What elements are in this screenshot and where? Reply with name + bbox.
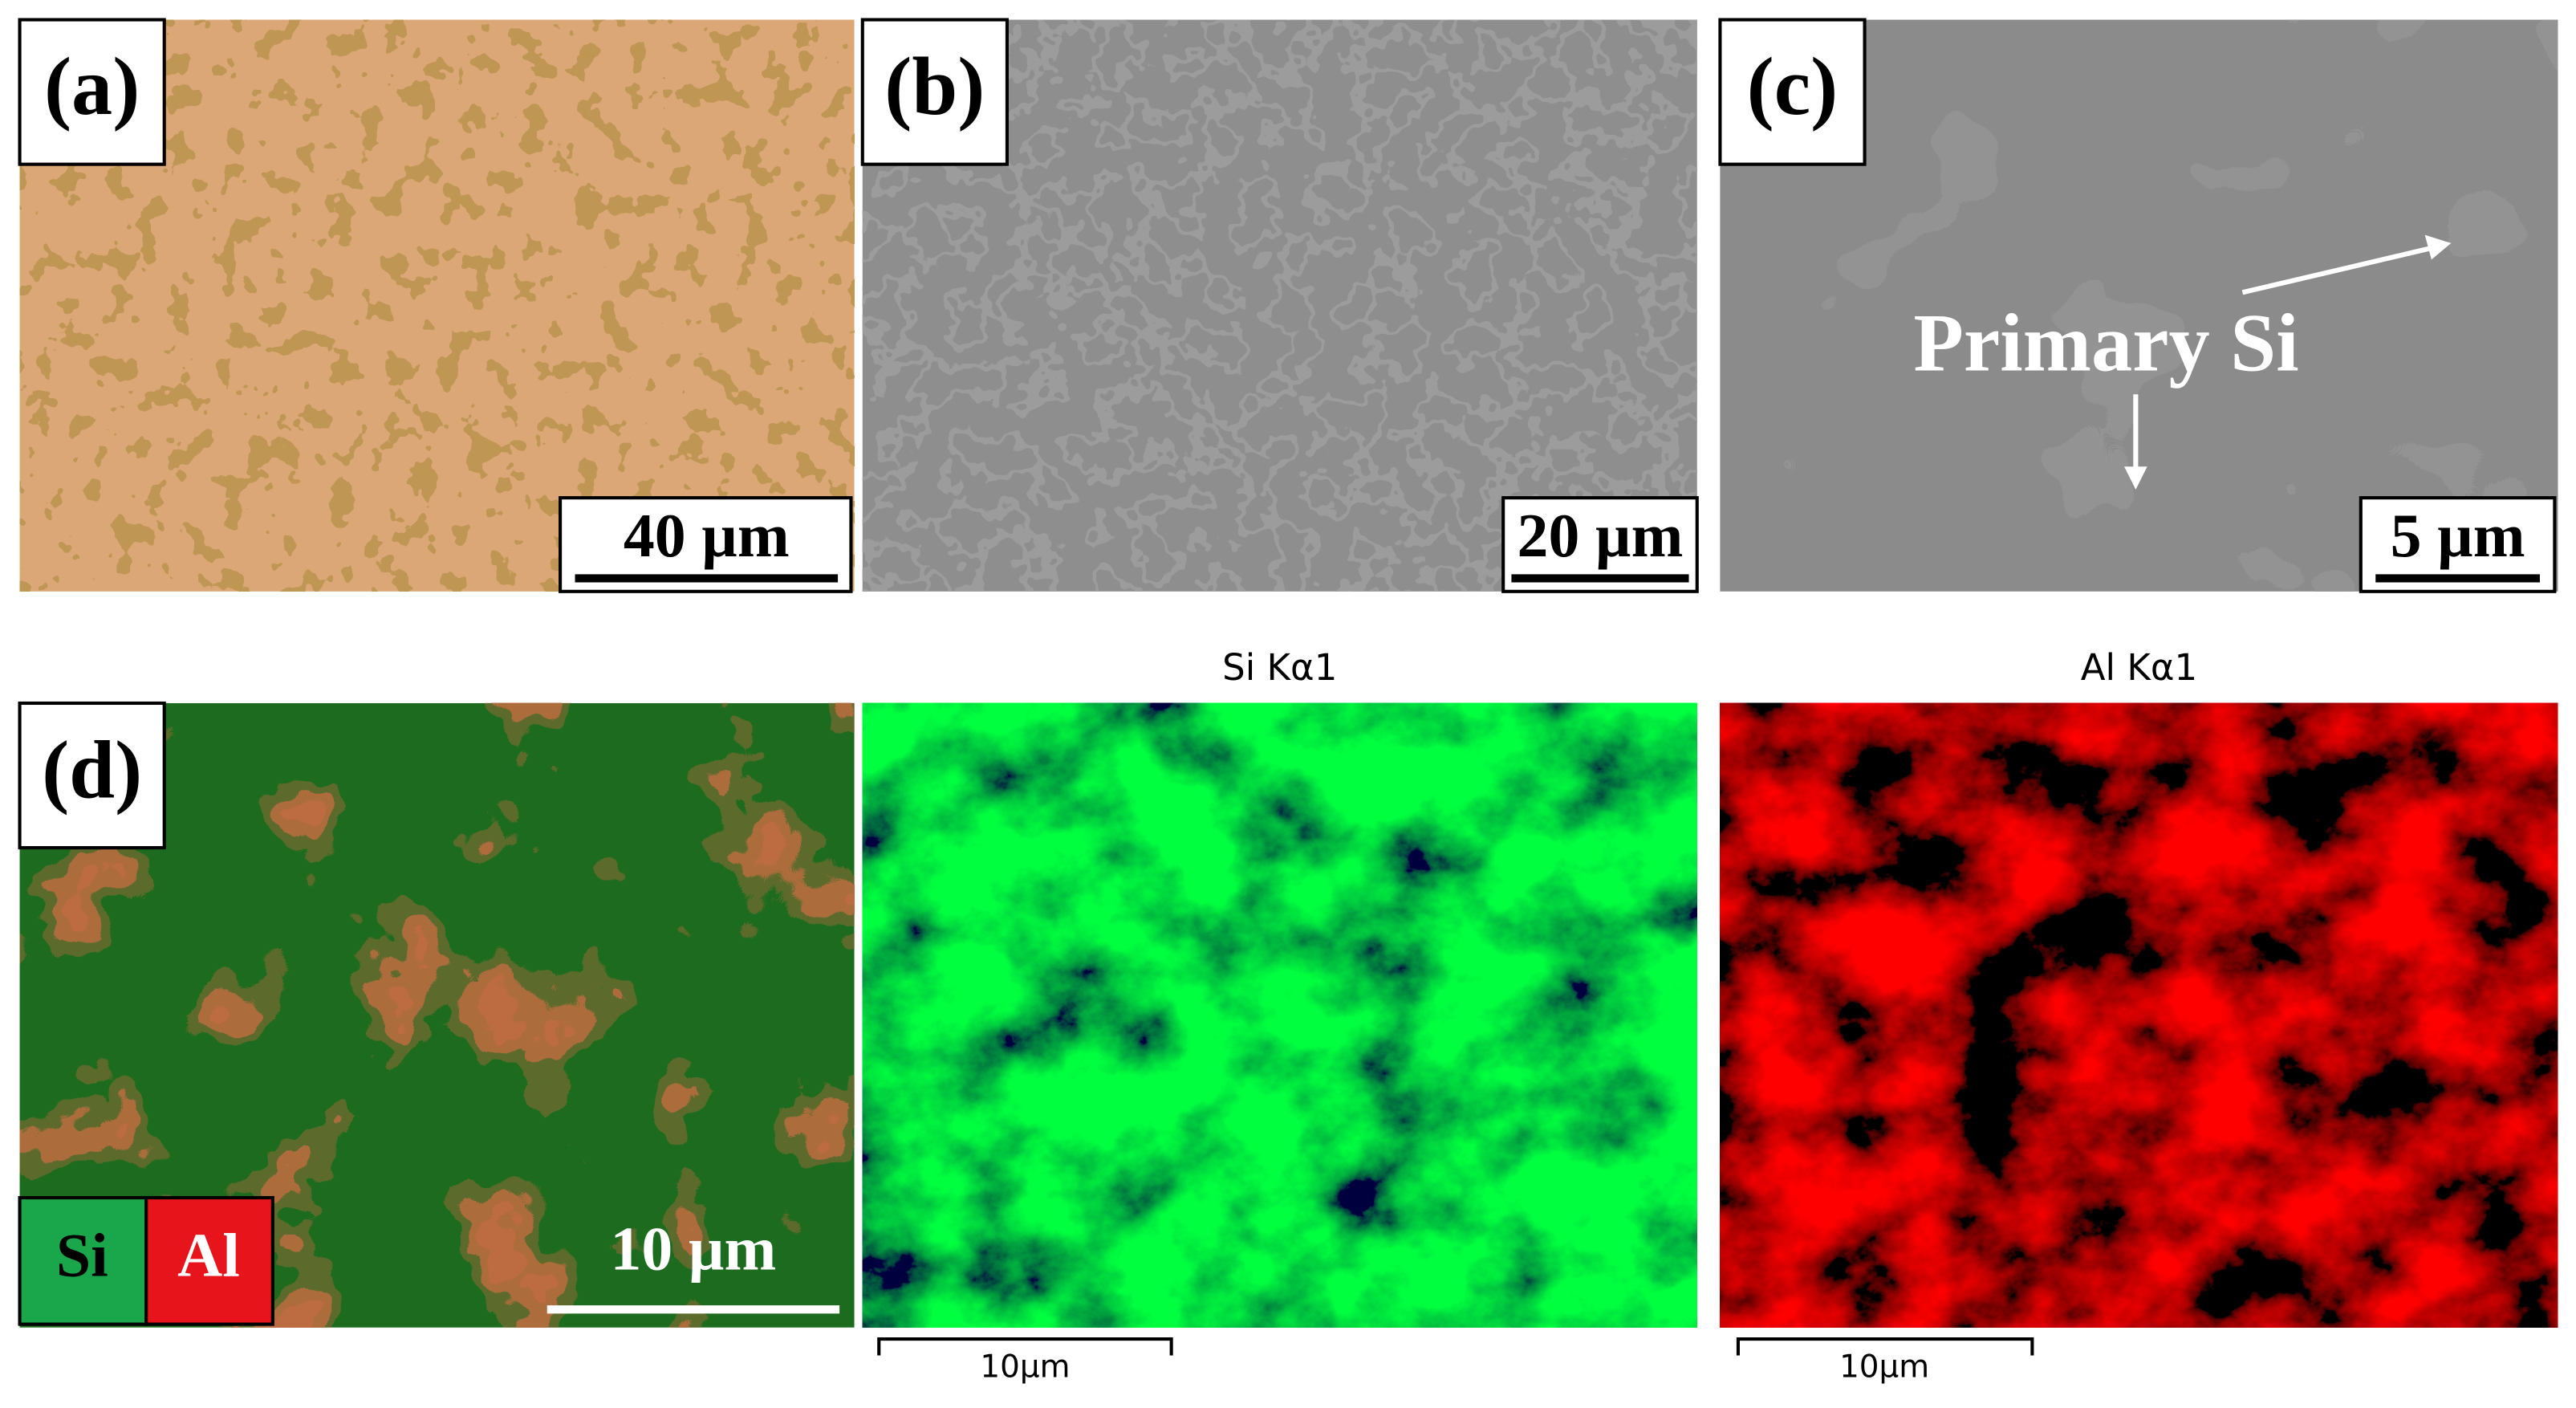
scale-text: 10 µm	[611, 1215, 777, 1284]
scale-text: 10µm	[980, 1349, 1070, 1385]
arrow	[2241, 246, 2432, 295]
annotation: Primary Si	[1913, 298, 2298, 389]
label-box	[18, 701, 166, 850]
scale-text: 10µm	[1839, 1349, 1929, 1385]
arrow-head	[2124, 466, 2147, 490]
panel-label: (b)	[884, 42, 985, 132]
map-title: Al Kα1	[2081, 646, 2197, 689]
label-box	[1718, 18, 1867, 166]
legend-swatch	[144, 1195, 274, 1326]
scale-text: 40 µm	[624, 501, 790, 570]
scale-text: 5 µm	[2391, 501, 2525, 570]
legend-label: Si	[56, 1221, 108, 1290]
panel-label: (c)	[1747, 42, 1839, 132]
panel-label: (a)	[44, 42, 140, 132]
label-box	[18, 18, 166, 166]
panel-label: (d)	[42, 726, 142, 816]
label-box	[860, 18, 1009, 166]
scale-bracket	[877, 1337, 1173, 1356]
arrow-head	[2424, 234, 2452, 260]
legend-swatch	[18, 1195, 148, 1326]
legend-label: Al	[177, 1221, 240, 1290]
scale-text: 20 µm	[1518, 501, 1684, 570]
si-map	[862, 702, 1697, 1328]
al-map	[1720, 702, 2558, 1328]
map-title: Si Kα1	[1222, 646, 1337, 689]
scale-bracket	[1736, 1337, 2034, 1356]
